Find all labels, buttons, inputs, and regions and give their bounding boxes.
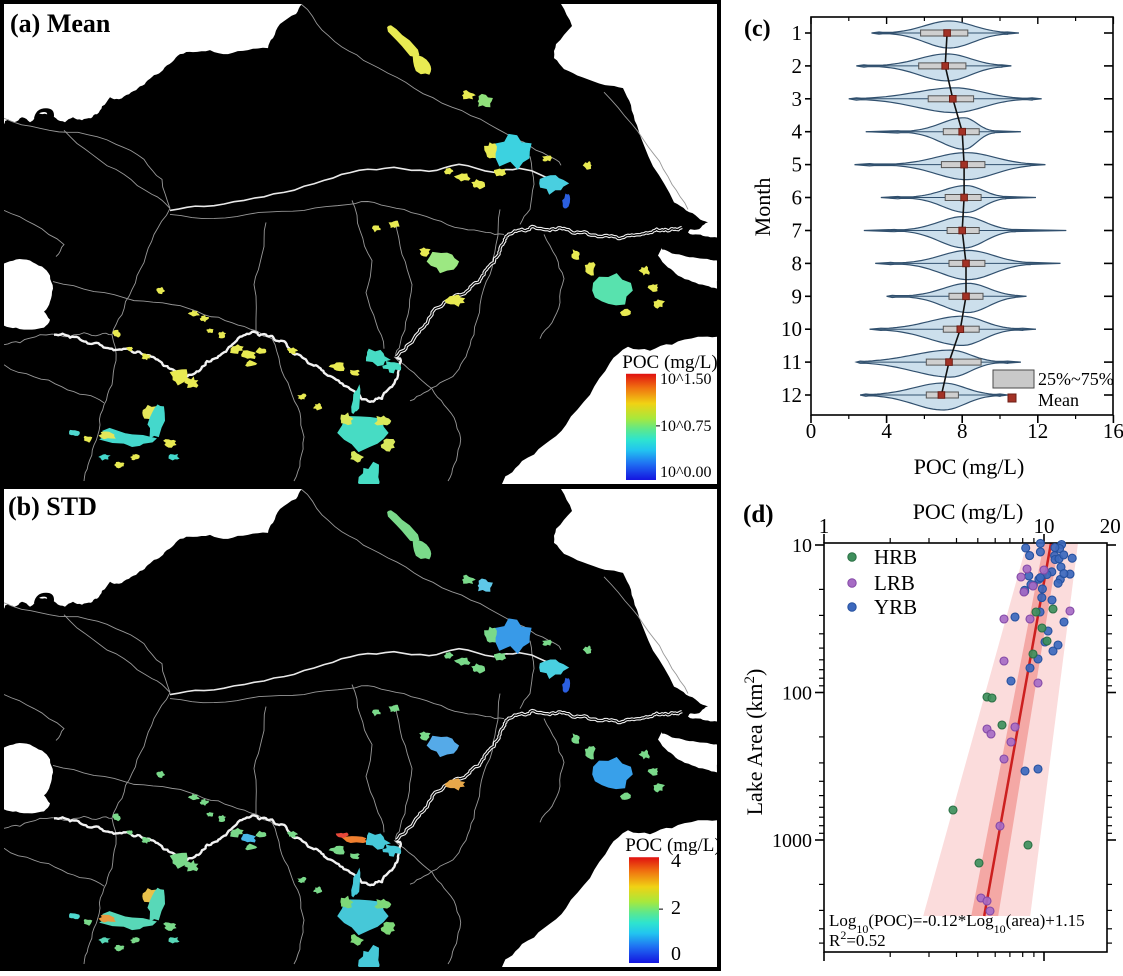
svg-text:12: 12 — [1027, 419, 1048, 443]
svg-text:10^0.75: 10^0.75 — [660, 418, 711, 435]
svg-text:25%~75%: 25%~75% — [1038, 369, 1114, 389]
svg-text:8: 8 — [792, 251, 803, 275]
svg-text:2: 2 — [671, 897, 681, 919]
svg-text:20: 20 — [1100, 514, 1121, 538]
svg-text:10: 10 — [792, 535, 812, 557]
svg-text:YRB: YRB — [874, 595, 917, 619]
svg-text:10: 10 — [781, 317, 802, 341]
svg-text:1000: 1000 — [772, 830, 812, 852]
svg-text:5: 5 — [792, 153, 803, 177]
svg-text:4: 4 — [792, 120, 803, 144]
svg-text:POC (mg/L): POC (mg/L) — [622, 352, 717, 373]
svg-text:12: 12 — [781, 383, 802, 407]
svg-text:4: 4 — [671, 850, 681, 872]
svg-text:9: 9 — [792, 284, 803, 308]
svg-text:16: 16 — [1103, 419, 1123, 443]
svg-text:3: 3 — [792, 87, 803, 111]
svg-text:Lake Area (km2): Lake Area (km2) — [742, 669, 767, 816]
svg-text:POC (mg/L): POC (mg/L) — [625, 835, 717, 856]
svg-text:0: 0 — [806, 419, 817, 443]
svg-text:7: 7 — [792, 219, 803, 243]
svg-text:11: 11 — [782, 350, 802, 374]
svg-text:0: 0 — [671, 943, 681, 965]
svg-text:(c): (c) — [744, 16, 771, 42]
svg-text:Month: Month — [750, 178, 775, 237]
svg-text:1: 1 — [792, 21, 803, 45]
svg-text:POC (mg/L): POC (mg/L) — [914, 454, 1025, 479]
svg-text:POC (mg/L): POC (mg/L) — [913, 499, 1024, 524]
svg-text:6: 6 — [792, 186, 803, 210]
svg-text:10^0.00: 10^0.00 — [660, 464, 711, 481]
svg-text:10: 10 — [1034, 514, 1055, 538]
svg-text:100: 100 — [782, 683, 812, 705]
svg-text:R2=0.52: R2=0.52 — [829, 928, 886, 950]
svg-text:10^1.50: 10^1.50 — [660, 371, 711, 388]
svg-text:2: 2 — [792, 54, 803, 78]
svg-text:4: 4 — [881, 419, 892, 443]
svg-text:Mean: Mean — [1038, 390, 1079, 410]
svg-text:(d): (d) — [743, 501, 774, 528]
svg-text:HRB: HRB — [874, 545, 917, 569]
svg-text:LRB: LRB — [874, 571, 915, 595]
svg-text:1: 1 — [819, 514, 830, 538]
svg-text:8: 8 — [957, 419, 968, 443]
